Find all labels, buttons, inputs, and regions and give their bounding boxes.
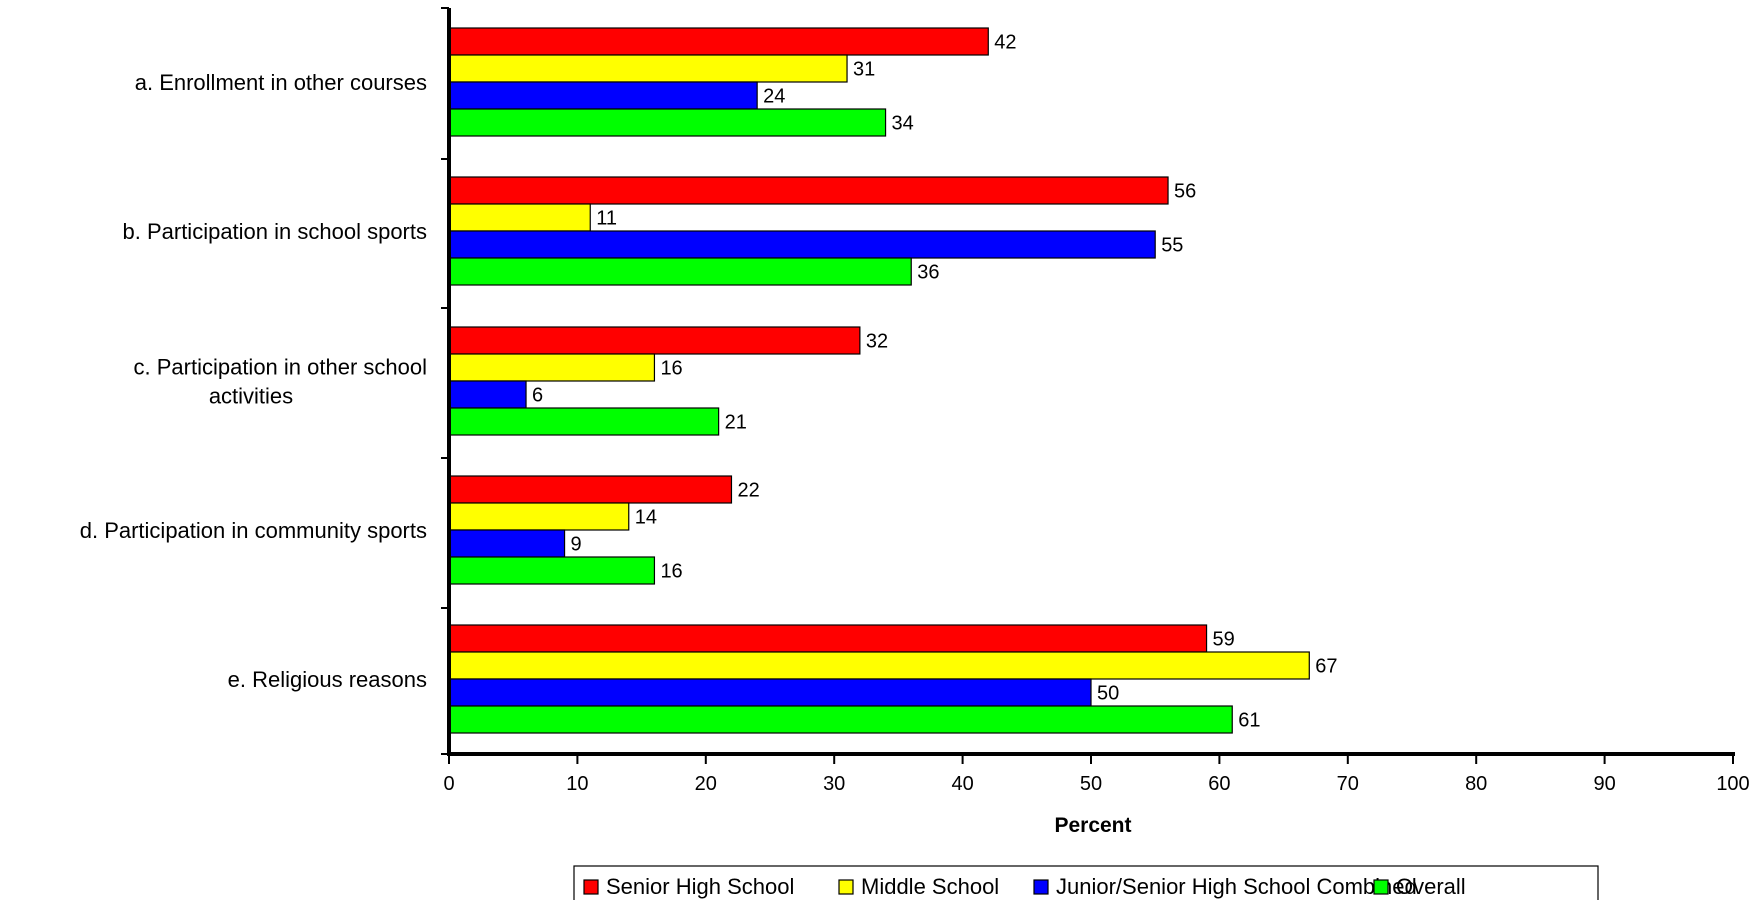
category-labels-layer: a. Enrollment in other courses b. Partici… — [80, 70, 427, 692]
bar-value-label: 24 — [763, 86, 785, 108]
bar-value-label: 11 — [596, 208, 617, 230]
bar — [448, 257, 912, 286]
x-tick-label: 80 — [1465, 773, 1487, 795]
bar — [448, 678, 1092, 707]
bar — [448, 81, 758, 110]
legend-swatch — [1373, 879, 1389, 895]
category-label: a. Enrollment in other courses — [135, 70, 427, 95]
bar — [448, 705, 1233, 734]
x-tick-label: 100 — [1716, 773, 1749, 795]
bar-value-label: 16 — [660, 561, 682, 583]
bar — [448, 556, 656, 585]
legend-swatch — [1033, 879, 1049, 895]
bar — [448, 54, 848, 83]
x-tick-label: 60 — [1208, 773, 1230, 795]
bar-value-label: 6 — [532, 385, 543, 407]
bar — [448, 108, 887, 137]
category-label: activities — [209, 384, 293, 409]
ticks-layer: 0 10 20 30 40 50 60 70 80 90 100 — [443, 754, 1750, 795]
legend-label: Senior High School — [606, 874, 794, 899]
bar — [448, 624, 1208, 653]
bar — [448, 475, 733, 504]
x-tick-label: 30 — [823, 773, 845, 795]
bar — [448, 529, 566, 558]
bar-value-label: 9 — [571, 534, 582, 556]
bar-value-label: 21 — [725, 412, 747, 434]
bar-value-label: 67 — [1315, 656, 1337, 678]
bar-value-label: 42 — [994, 32, 1016, 54]
bar-value-label: 56 — [1174, 181, 1196, 203]
bar — [448, 380, 527, 409]
bar-value-label: 31 — [853, 59, 875, 81]
x-tick-label: 50 — [1080, 773, 1102, 795]
bar — [448, 27, 989, 56]
bar — [448, 651, 1310, 680]
x-tick-label: 20 — [695, 773, 717, 795]
bar-value-label: 61 — [1238, 710, 1260, 732]
bar-value-label: 34 — [892, 113, 914, 135]
legend: Senior High School Middle School Junior/Se… — [573, 865, 1599, 900]
x-tick-label: 70 — [1337, 773, 1359, 795]
bar — [448, 502, 630, 531]
bar-value-label: 59 — [1213, 629, 1235, 651]
x-axis-title: Percent — [1054, 814, 1131, 837]
bar-value-label: 55 — [1161, 235, 1183, 257]
x-tick-label: 0 — [443, 773, 454, 795]
bars-layer — [448, 27, 1310, 734]
bar — [448, 326, 861, 355]
bar — [448, 407, 720, 436]
legend-swatch — [838, 879, 854, 895]
legend-label: Overall — [1396, 874, 1466, 899]
legend-swatch — [583, 879, 599, 895]
bar-value-label: 16 — [660, 358, 682, 380]
x-tick-label: 90 — [1593, 773, 1615, 795]
bar-value-label: 22 — [737, 480, 759, 502]
legend-label: Middle School — [861, 874, 999, 899]
category-label: e. Religious reasons — [228, 667, 427, 692]
bar-value-label: 14 — [635, 507, 657, 529]
x-tick-label: 10 — [566, 773, 588, 795]
bar — [448, 353, 656, 382]
value-labels-layer: 42 31 24 34 56 11 55 36 32 16 6 21 22 14 9 16 59 67 50 61 — [532, 32, 1337, 732]
bar — [448, 176, 1169, 205]
bar — [448, 230, 1156, 259]
bar — [448, 203, 591, 232]
category-label: d. Participation in community sports — [80, 518, 427, 543]
bar-value-label: 32 — [866, 331, 888, 353]
legend-box — [573, 865, 1599, 900]
x-tick-label: 40 — [951, 773, 973, 795]
legend-label: Junior/Senior High School Combined — [1056, 874, 1417, 899]
bar-value-label: 36 — [917, 262, 939, 284]
category-label: b. Participation in school sports — [123, 219, 428, 244]
category-label: c. Participation in other school — [134, 355, 428, 380]
bar-value-label: 50 — [1097, 683, 1119, 705]
